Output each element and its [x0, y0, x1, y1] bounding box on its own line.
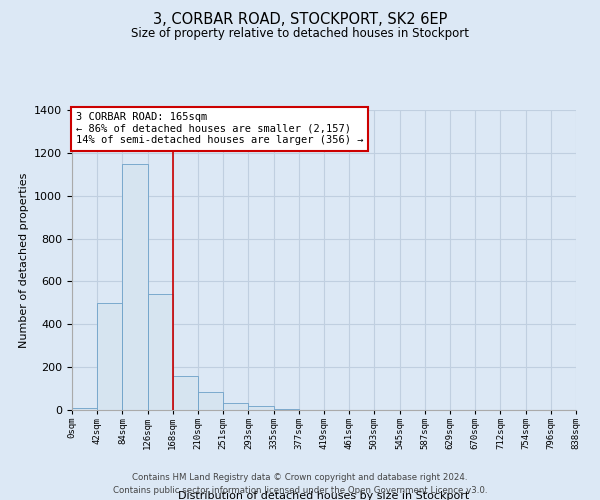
- Text: 3, CORBAR ROAD, STOCKPORT, SK2 6EP: 3, CORBAR ROAD, STOCKPORT, SK2 6EP: [153, 12, 447, 28]
- Bar: [97, 303, 122, 410]
- Bar: [173, 376, 198, 410]
- Y-axis label: Number of detached properties: Number of detached properties: [19, 172, 29, 348]
- Bar: [248, 406, 274, 410]
- Text: Contains public sector information licensed under the Open Government Licence v3: Contains public sector information licen…: [113, 486, 487, 495]
- Text: 3 CORBAR ROAD: 165sqm
← 86% of detached houses are smaller (2,157)
14% of semi-d: 3 CORBAR ROAD: 165sqm ← 86% of detached …: [76, 112, 363, 146]
- Bar: [198, 392, 223, 410]
- Bar: [72, 408, 97, 410]
- Bar: [274, 409, 299, 410]
- Bar: [148, 294, 173, 410]
- Text: Size of property relative to detached houses in Stockport: Size of property relative to detached ho…: [131, 28, 469, 40]
- Text: Contains HM Land Registry data © Crown copyright and database right 2024.: Contains HM Land Registry data © Crown c…: [132, 474, 468, 482]
- Bar: [223, 402, 248, 410]
- X-axis label: Distribution of detached houses by size in Stockport: Distribution of detached houses by size …: [178, 491, 470, 500]
- Bar: [122, 164, 148, 410]
